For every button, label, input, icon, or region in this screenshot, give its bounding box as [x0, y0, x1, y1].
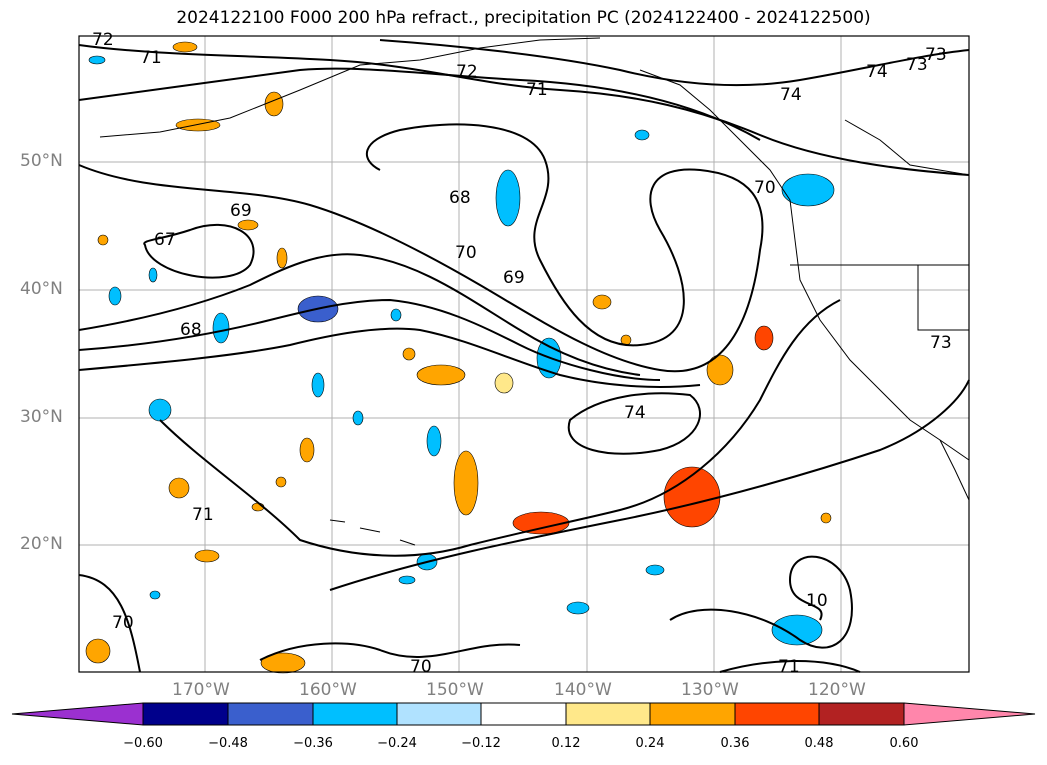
lon-label-150w: 150°W — [426, 680, 484, 700]
contour-label: 74 — [624, 403, 646, 423]
colorbar-extend-max — [903, 702, 1036, 726]
contour-label: 73 — [906, 55, 928, 75]
contour-label: 73 — [925, 45, 947, 65]
contour-label: 72 — [456, 62, 478, 82]
lon-label-140w: 140°W — [554, 680, 612, 700]
colorbar-segment — [565, 702, 651, 726]
contour-label: 70 — [754, 178, 776, 198]
contour-label: 72 — [92, 30, 114, 50]
contour-label: 69 — [503, 268, 525, 288]
grid-lines — [79, 36, 969, 672]
colorbar-tick-label: 0.24 — [635, 736, 665, 751]
contour-label: 67 — [154, 230, 176, 250]
contour-label: 68 — [449, 188, 471, 208]
lon-label-160w: 160°W — [299, 680, 357, 700]
colorbar-tick-label: 0.12 — [551, 736, 581, 751]
colorbar-segment — [396, 702, 482, 726]
lat-label-50n: 50°N — [20, 151, 63, 171]
colorbar-tick-label: 0.60 — [889, 736, 919, 751]
lat-label-20n: 20°N — [20, 534, 63, 554]
colorbar-segment — [734, 702, 820, 726]
colorbar-tick-label: −0.36 — [293, 736, 333, 751]
colorbar-tick-label: −0.12 — [461, 736, 501, 751]
colorbar-tick-label: −0.48 — [208, 736, 248, 751]
contour-label: 74 — [866, 62, 888, 82]
map-title: 2024122100 F000 200 hPa refract., precip… — [176, 8, 871, 28]
contour-label: 71 — [778, 657, 800, 677]
colorbar-segment — [480, 702, 567, 726]
lon-label-120w: 120°W — [808, 680, 866, 700]
colorbar-tick-label: −0.24 — [377, 736, 417, 751]
colorbar — [11, 702, 1036, 726]
map-frame — [78, 35, 970, 673]
contour-label: 70 — [112, 613, 134, 633]
colorbar-tick-label: 0.36 — [720, 736, 750, 751]
contour-label: 74 — [780, 85, 802, 105]
contour-label: 10 — [806, 591, 828, 611]
lon-label-130w: 130°W — [681, 680, 739, 700]
contour-label: 70 — [455, 243, 477, 263]
lon-label-170w: 170°W — [172, 680, 230, 700]
colorbar-segment — [649, 702, 736, 726]
contour-lines — [78, 39, 970, 673]
colorbar-segment — [312, 702, 398, 726]
colorbar-segment — [227, 702, 314, 726]
coastlines — [99, 35, 970, 546]
contour-label: 71 — [526, 80, 548, 100]
contour-label: 71 — [192, 505, 214, 525]
contour-label: 70 — [410, 657, 432, 677]
colorbar-tick-label: 0.48 — [804, 736, 834, 751]
colorbar-extend-min — [11, 702, 144, 726]
contour-label-group: 72 71 72 71 74 73 73 74 68 69 67 68 70 6… — [92, 30, 952, 677]
lat-label-30n: 30°N — [20, 407, 63, 427]
contour-label: 73 — [930, 333, 952, 353]
colorbar-tick-label: −0.60 — [123, 736, 163, 751]
precipitation-patches — [85, 41, 835, 674]
lat-label-40n: 40°N — [20, 279, 63, 299]
colorbar-segment — [818, 702, 905, 726]
contour-label: 71 — [140, 48, 162, 68]
contour-label: 69 — [230, 201, 252, 221]
contour-label: 68 — [180, 320, 202, 340]
colorbar-segment — [142, 702, 229, 726]
